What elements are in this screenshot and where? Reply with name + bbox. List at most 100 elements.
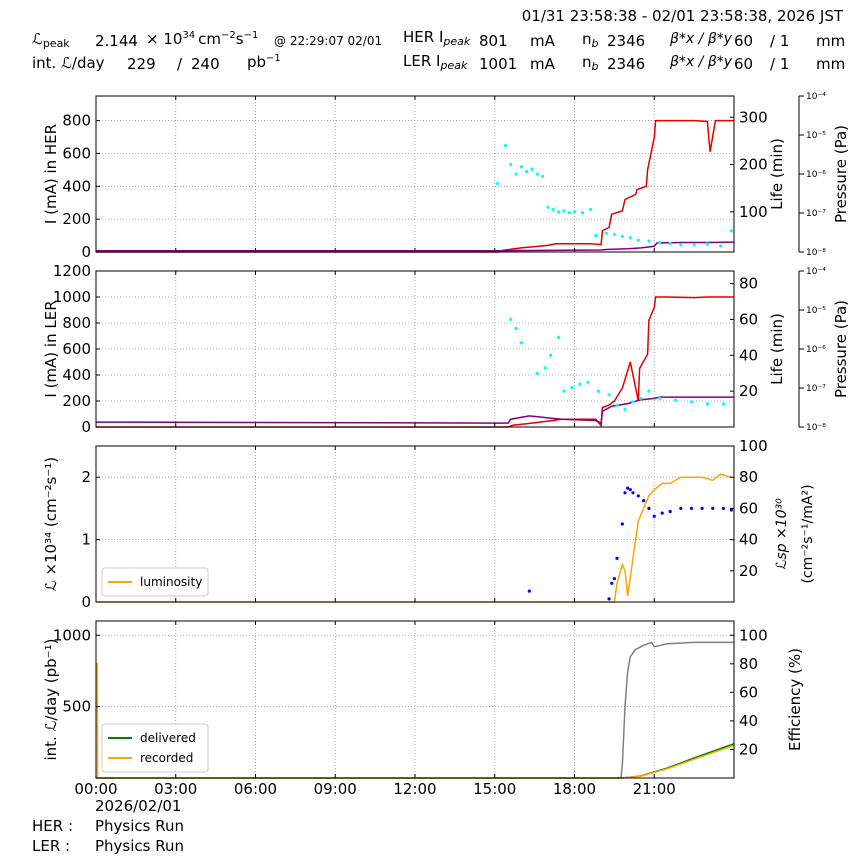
y-tick-label: 500: [62, 698, 91, 716]
y-tick-label: 800: [62, 112, 91, 130]
life-point: [509, 162, 513, 167]
footer: 2026/02/01 HER : Physics Run LER : Physi…: [32, 797, 184, 855]
life-point: [535, 172, 539, 176]
y2-tick-label: 40: [739, 531, 758, 549]
x-tick-label: 18:00: [553, 780, 596, 798]
life-point: [628, 236, 632, 240]
y2-tick-label: 100: [739, 203, 768, 221]
life-point: [719, 244, 723, 248]
specific-point: [623, 491, 627, 495]
x-tick-label: 09:00: [314, 780, 357, 798]
life-point: [567, 211, 571, 215]
intl-slash: /: [177, 55, 183, 73]
life-point: [607, 393, 611, 397]
her-ipeak-label: HER Ipeak: [403, 28, 471, 48]
life-point: [639, 396, 643, 400]
life-point: [530, 167, 534, 171]
life-point: [636, 238, 640, 242]
y-tick-label: 1000: [53, 626, 91, 644]
life-point: [588, 207, 593, 212]
pressure-tick-label: 10⁻⁴: [806, 267, 826, 277]
life-point: [721, 402, 725, 406]
her-nb-value: 2346: [607, 32, 645, 50]
pressure-tick-label: 10⁻⁵: [806, 306, 826, 316]
life-point: [519, 165, 523, 169]
y-tick-label: 2: [81, 468, 91, 486]
y2-axis-label: Efficiency (%): [786, 648, 804, 751]
ler-beta-value: 60: [734, 55, 753, 73]
y2-tick-label: 40: [739, 712, 758, 730]
header: 01/31 23:58:38 - 02/01 23:58:38, 2026 JS…: [32, 7, 845, 73]
y-axis-label: ℒ ×10³⁴ (cm⁻²s⁻¹): [42, 457, 60, 591]
specific-point: [700, 506, 704, 510]
specific-point: [642, 499, 646, 503]
life-point: [586, 380, 590, 384]
specific-point: [647, 506, 651, 510]
legend: luminosity: [101, 567, 209, 597]
pressure-tick-label: 10⁻⁶: [806, 345, 826, 355]
specific-point: [689, 506, 694, 510]
date-label: 2026/02/01: [95, 797, 181, 815]
y2-tick-label: 20: [739, 740, 758, 758]
y2-tick-label: 100: [739, 437, 768, 455]
current-line: [96, 296, 734, 428]
pressure-tick-label: 10⁻⁷: [806, 209, 826, 219]
pressure-tick-label: 10⁻⁷: [806, 384, 826, 394]
y2-tick-label: 40: [739, 346, 758, 364]
her-beta-label: β*x / β*y: [669, 31, 733, 47]
specific-point: [610, 581, 614, 585]
y-tick-label: 0: [81, 418, 91, 436]
life-point: [631, 400, 635, 404]
life-point: [572, 210, 577, 214]
specific-point: [652, 514, 656, 518]
specific-point: [615, 556, 619, 560]
life-point: [514, 326, 518, 330]
y-tick-label: 400: [62, 177, 91, 195]
her-nb-label: nb: [582, 30, 599, 50]
life-point: [543, 366, 547, 370]
life-point: [657, 396, 662, 400]
pressure-tick-label: 10⁻⁵: [806, 131, 826, 141]
life-point: [562, 209, 566, 213]
life-point: [596, 389, 601, 393]
specific-point: [660, 511, 664, 515]
y-axis-label: I (mA) in LER: [42, 300, 60, 397]
ler-beta-label: β*x / β*y: [669, 54, 733, 70]
y-tick-label: 1200: [53, 262, 91, 280]
legend-label: recorded: [140, 751, 193, 765]
life-point: [525, 170, 529, 174]
y-tick-label: 800: [62, 314, 91, 332]
her-beta-y: / 1: [770, 32, 789, 50]
life-point: [514, 172, 518, 176]
life-point: [604, 231, 609, 235]
her-mode-value: Physics Run: [95, 817, 184, 835]
life-point: [570, 385, 574, 390]
life-point: [546, 205, 550, 209]
ler-mode-label: LER :: [32, 837, 70, 855]
life-point: [729, 229, 733, 233]
life-point: [519, 341, 523, 345]
y2-tick-label: 200: [739, 156, 768, 174]
specific-point: [628, 488, 632, 492]
specific-point: [668, 509, 672, 514]
lpeak-time: @ 22:29:07 02/01: [274, 34, 382, 48]
life-point: [580, 211, 585, 215]
y-axis-label: I (mA) in HER: [42, 124, 60, 224]
life-point: [548, 353, 553, 357]
y2-tick-label: 60: [739, 310, 758, 328]
life-point: [705, 242, 710, 246]
time-range: 01/31 23:58:38 - 02/01 23:58:38, 2026 JS…: [522, 7, 844, 25]
legend: delivered recorded: [101, 723, 209, 773]
life-point: [647, 239, 651, 243]
x-tick-label: 21:00: [633, 780, 676, 798]
ler-nb-value: 2346: [607, 55, 645, 73]
specific-point: [729, 508, 733, 512]
y2-tick-label: 20: [739, 382, 758, 400]
life-point: [578, 382, 582, 386]
lpeak-value: 2.144: [95, 32, 138, 50]
intl-label: int. ℒ/day: [32, 54, 105, 72]
her-beta-value: 60: [734, 32, 753, 50]
specific-point: [527, 589, 531, 593]
life-point: [679, 243, 683, 247]
